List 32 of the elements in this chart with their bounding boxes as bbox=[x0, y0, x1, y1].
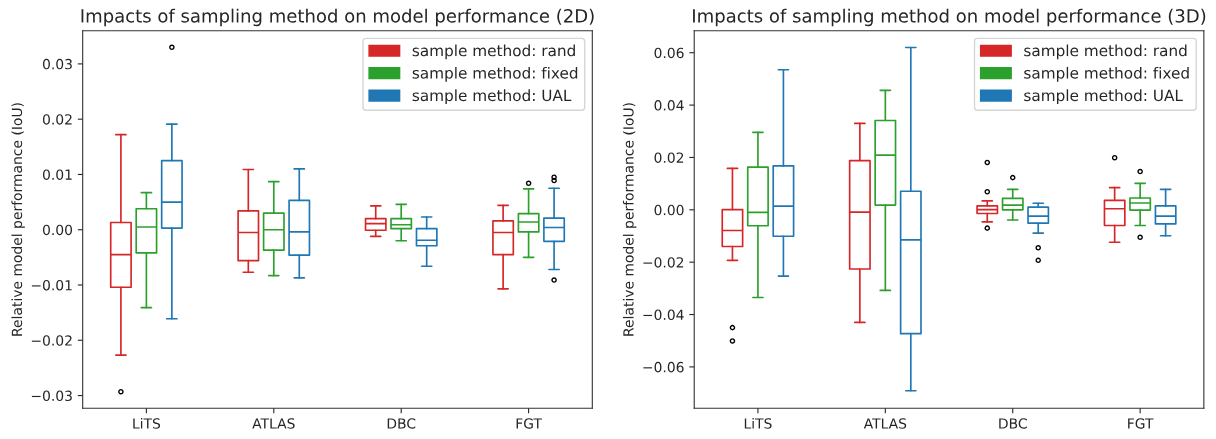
y-tick-label: 0.01 bbox=[42, 169, 72, 180]
chart-title: Impacts of sampling method on model performance (2D) bbox=[81, 8, 594, 27]
y-axis-title: Relative model performance (IoU) bbox=[622, 103, 637, 336]
x-tick-label: DBC bbox=[387, 418, 416, 429]
y-tick-label: 0.00 bbox=[42, 224, 73, 236]
x-tick-label: FGT bbox=[1128, 418, 1154, 429]
y-axis-title: Relative model performance (IoU) bbox=[11, 103, 25, 336]
y-tick-label: 0.04 bbox=[654, 100, 684, 111]
legend-label: sample method: rand bbox=[1024, 44, 1187, 60]
legend-label: sample method: UAL bbox=[412, 89, 572, 105]
legend-label: sample method: fixed bbox=[1024, 66, 1189, 82]
legend-label: sample method: UAL bbox=[1024, 89, 1183, 105]
x-tick-label: DBC bbox=[999, 418, 1027, 429]
y-tick-label: −0.04 bbox=[643, 309, 684, 321]
y-tick-label: 0.00 bbox=[654, 204, 684, 216]
y-tick-label: −0.03 bbox=[31, 390, 72, 402]
x-tick-label: FGT bbox=[516, 418, 543, 429]
y-tick-label: −0.06 bbox=[643, 361, 684, 373]
y-tick-label: −0.02 bbox=[643, 257, 684, 268]
y-tick-label: 0.03 bbox=[42, 58, 72, 70]
legend-label: sample method: fixed bbox=[412, 66, 578, 82]
x-tick-label: ATLAS bbox=[252, 418, 295, 429]
y-tick-label: −0.02 bbox=[31, 335, 72, 346]
y-tick-label: 0.06 bbox=[654, 47, 684, 59]
y-tick-label: 0.02 bbox=[42, 114, 72, 125]
x-tick-label: LiTS bbox=[133, 417, 161, 429]
y-tick-label: 0.02 bbox=[654, 152, 684, 163]
legend-label: sample method: rand bbox=[412, 44, 575, 60]
x-tick-label: LiTS bbox=[744, 417, 772, 429]
y-tick-label: −0.01 bbox=[31, 279, 72, 291]
x-tick-label: ATLAS bbox=[863, 418, 907, 429]
chart-title: Impacts of sampling method on model performance (3D) bbox=[693, 8, 1206, 27]
